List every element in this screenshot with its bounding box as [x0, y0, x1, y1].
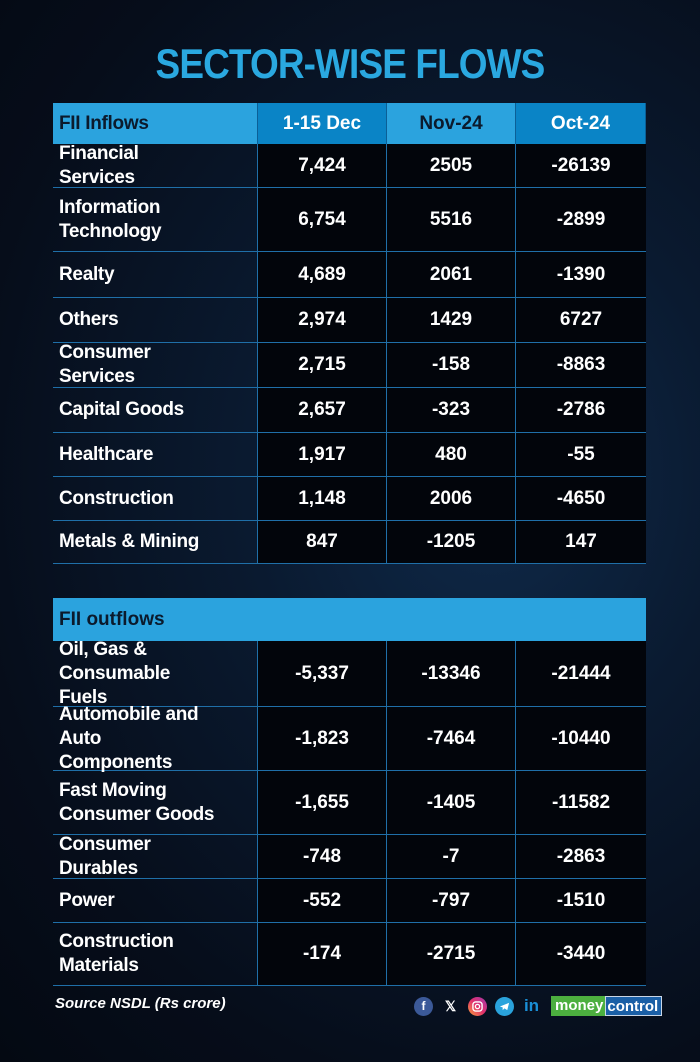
- value-cell: -1,823: [258, 707, 387, 770]
- value-cell: -7464: [387, 707, 516, 770]
- sector-label: Power: [53, 879, 258, 922]
- value-cell: 2,657: [258, 388, 387, 432]
- value-cell: 1429: [387, 298, 516, 342]
- value-cell: -11582: [516, 771, 646, 834]
- sector-label: Construction: [53, 477, 258, 520]
- value-cell: -158: [387, 343, 516, 387]
- value-cell: 847: [258, 521, 387, 563]
- value-cell: -1205: [387, 521, 516, 563]
- value-cell: -8863: [516, 343, 646, 387]
- value-cell: 2505: [387, 144, 516, 187]
- value-cell: -174: [258, 923, 387, 985]
- value-cell: -21444: [516, 641, 646, 706]
- value-cell: 7,424: [258, 144, 387, 187]
- sector-label: Financial Services: [53, 143, 258, 188]
- value-cell: -1510: [516, 879, 646, 922]
- value-cell: -2899: [516, 188, 646, 251]
- sector-label: Metals & Mining: [53, 521, 258, 563]
- table-row: Oil, Gas & Consumable Fuels -5,337 -13346-…: [53, 639, 646, 708]
- value-cell: -10440: [516, 707, 646, 770]
- value-cell: 4,689: [258, 252, 387, 297]
- source-note: Source NSDL (Rs crore): [55, 995, 226, 1012]
- value-cell: -55: [516, 433, 646, 476]
- value-cell: 1,148: [258, 477, 387, 520]
- linkedin-icon[interactable]: in: [523, 996, 540, 1015]
- table-row: Others 2,974 1429 6727: [53, 298, 646, 343]
- inflows-table: FII Inflows 1-15 Dec Nov-24 Oct-24 Finan…: [53, 103, 646, 564]
- value-cell: -3440: [516, 923, 646, 985]
- table-row: Information Technology 6,754 5516 -2899: [53, 188, 646, 252]
- value-cell: -2863: [516, 835, 646, 878]
- instagram-icon[interactable]: [468, 996, 487, 1016]
- sector-label: Healthcare: [53, 433, 258, 476]
- x-icon[interactable]: 𝕏: [444, 997, 457, 1014]
- table-row: Construction 1,148 2006 -4650: [53, 477, 646, 521]
- value-cell: 2006: [387, 477, 516, 520]
- table-row: Financial Services 7,424 2505 -26139: [53, 143, 646, 188]
- value-cell: -1405: [387, 771, 516, 834]
- value-cell: -4650: [516, 477, 646, 520]
- moneycontrol-logo: money control: [551, 996, 663, 1016]
- outflows-table: FII outflows Oil, Gas & Consumable Fuels…: [53, 598, 646, 986]
- sector-label: Others: [53, 298, 258, 342]
- value-cell: 480: [387, 433, 516, 476]
- sector-label: Fast Moving Consumer Goods: [53, 771, 258, 834]
- value-cell: 5516: [387, 188, 516, 251]
- column-header-oct: Oct-24: [516, 103, 646, 144]
- table-row: Power -552 -797 -1510: [53, 879, 646, 923]
- value-cell: 2,974: [258, 298, 387, 342]
- sector-label: Realty: [53, 252, 258, 297]
- outflows-header-label: FII outflows: [53, 598, 646, 641]
- table-row: Capital Goods 2,657 -323 -2786: [53, 388, 646, 433]
- sector-label: Oil, Gas & Consumable Fuels: [53, 639, 258, 708]
- page-title: SECTOR-WISE FLOWS: [155, 40, 546, 87]
- value-cell: -1390: [516, 252, 646, 297]
- value-cell: 2,715: [258, 343, 387, 387]
- column-header-dec: 1-15 Dec: [258, 103, 387, 144]
- value-cell: -2715: [387, 923, 516, 985]
- table-row: Construction Materials -174 -2715 -3440: [53, 923, 646, 986]
- value-cell: -2786: [516, 388, 646, 432]
- table-row: Healthcare 1,917 480 -55: [53, 433, 646, 477]
- table-row: Automobile and Auto Components -1,823 -746…: [53, 704, 646, 773]
- sector-label: Construction Materials: [53, 923, 258, 985]
- value-cell: -7: [387, 835, 516, 878]
- sector-label: Consumer Durables: [53, 834, 258, 879]
- value-cell: 1,917: [258, 433, 387, 476]
- value-cell: 147: [516, 521, 646, 563]
- telegram-icon[interactable]: [495, 996, 514, 1016]
- value-cell: -26139: [516, 144, 646, 187]
- column-header-nov: Nov-24: [387, 103, 516, 144]
- value-cell: 6727: [516, 298, 646, 342]
- sector-label: Consumer Services: [53, 342, 258, 387]
- value-cell: 6,754: [258, 188, 387, 251]
- value-cell: -552: [258, 879, 387, 922]
- table-row: Fast Moving Consumer Goods -1,655 -1405 -11…: [53, 771, 646, 835]
- table-row: Metals & Mining 847 -1205 147: [53, 521, 646, 564]
- sector-label: Capital Goods: [53, 388, 258, 432]
- value-cell: -748: [258, 835, 387, 878]
- inflows-header-row: FII Inflows 1-15 Dec Nov-24 Oct-24: [53, 103, 646, 144]
- value-cell: -797: [387, 879, 516, 922]
- inflows-header-label: FII Inflows: [53, 103, 258, 144]
- value-cell: 2061: [387, 252, 516, 297]
- sector-label: Information Technology: [53, 188, 258, 251]
- value-cell: -323: [387, 388, 516, 432]
- table-row: Realty 4,689 2061 -1390: [53, 252, 646, 298]
- table-row: Consumer Services 2,715 -158 -8863: [53, 342, 646, 388]
- value-cell: -1,655: [258, 771, 387, 834]
- value-cell: -13346: [387, 641, 516, 706]
- sector-label: Automobile and Auto Components: [53, 704, 258, 773]
- facebook-icon[interactable]: f: [414, 996, 433, 1016]
- table-row: Consumer Durables -748 -7 -2863: [53, 834, 646, 879]
- value-cell: -5,337: [258, 641, 387, 706]
- social-links: f 𝕏 in money control: [414, 996, 663, 1016]
